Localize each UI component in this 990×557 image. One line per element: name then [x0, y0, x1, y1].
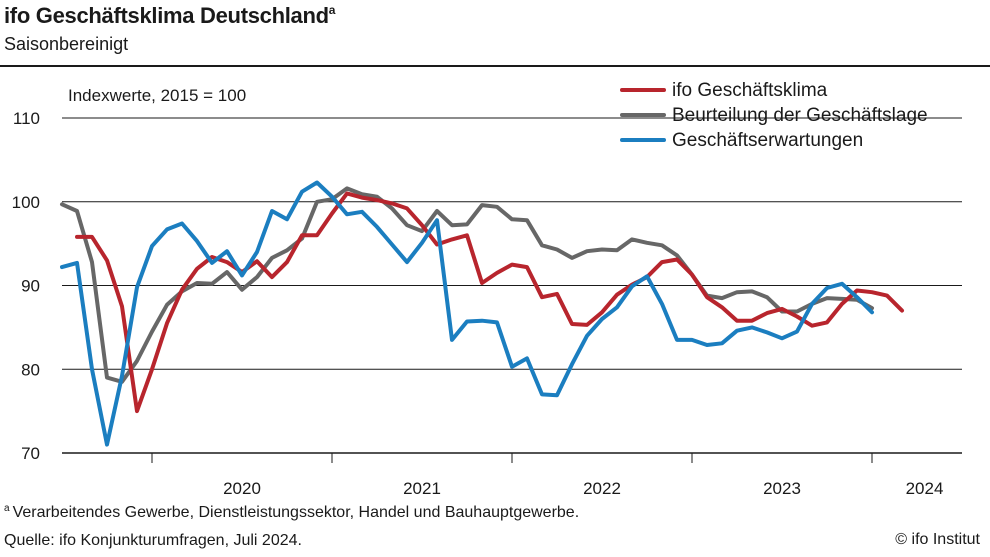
title-footnote-marker: a	[328, 3, 336, 17]
x-tick-label-2022: 2022	[583, 479, 621, 498]
series-line-0	[75, 191, 904, 414]
legend-label-2: Geschäftserwartungen	[672, 130, 863, 151]
chart-title: ifo Geschäftsklima Deutschlanda	[4, 3, 335, 29]
footnote-text: Verarbeitendes Gewerbe, Dienstleistungss…	[12, 504, 580, 521]
y-tick-label: 80	[21, 360, 40, 379]
footnote-marker: a	[4, 503, 10, 514]
index-annotation: Indexwerte, 2015 = 100	[68, 86, 246, 105]
x-tick-label-2023: 2023	[763, 479, 801, 498]
footnote: a Verarbeitendes Gewerbe, Dienstleistungs…	[4, 503, 579, 522]
source-note: Quelle: ifo Konjunkturumfragen, Juli 202…	[4, 532, 302, 549]
y-tick-label: 90	[21, 277, 40, 296]
chart-subtitle: Saisonbereinigt	[4, 34, 129, 54]
y-tick-label: 70	[21, 444, 40, 463]
legend-label-1: Beurteilung der Geschäftslage	[672, 105, 928, 126]
series-line-1	[60, 186, 874, 384]
x-tick-label-2024: 2024	[906, 479, 944, 498]
y-tick-label: 110	[13, 109, 40, 128]
line-chart: 70 80 90 100 110 2020 2021 2022 2023 2024 Indexwer…	[12, 80, 962, 498]
y-tick-label: 100	[12, 193, 40, 212]
chart-title-text: ifo Geschäftsklima Deutschland	[4, 3, 329, 28]
x-tick-label-2020: 2020	[223, 479, 261, 498]
legend-label-0: ifo Geschäftsklima	[672, 80, 828, 101]
x-tick-label-2021: 2021	[403, 479, 441, 498]
copyright: © ifo Institut	[895, 531, 980, 548]
series-line-2	[60, 180, 874, 447]
header-rule	[0, 65, 990, 67]
